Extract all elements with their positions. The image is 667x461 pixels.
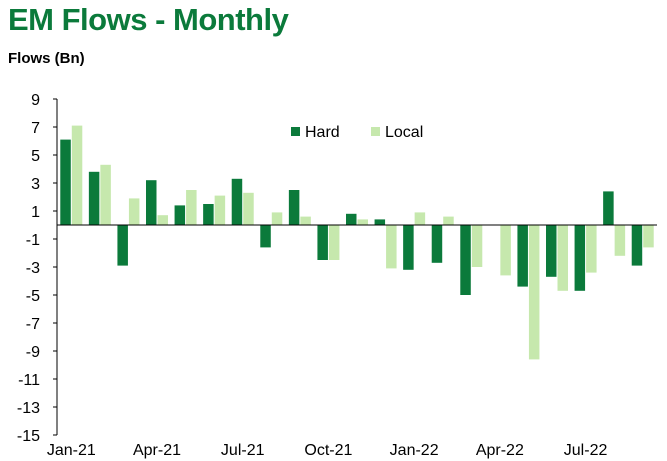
bar-hard-feb-21 xyxy=(88,171,100,225)
y-tick-label: 5 xyxy=(31,148,40,165)
bar-local-oct-21 xyxy=(328,225,340,260)
bar-hard-nov-21 xyxy=(346,213,357,225)
bar-hard-sep-21 xyxy=(288,190,300,225)
bar-hard-apr-21 xyxy=(146,180,157,225)
legend-label-hard: Hard xyxy=(305,124,340,141)
y-tick-label: 7 xyxy=(31,120,40,137)
bar-hard-aug-21 xyxy=(260,225,271,248)
x-tick-label: Jul-21 xyxy=(221,442,265,459)
bar-hard-sep-22 xyxy=(631,225,643,266)
bar-hard-aug-22 xyxy=(603,191,614,225)
bar-local-aug-22 xyxy=(614,225,626,256)
bar-local-jun-22 xyxy=(557,225,568,291)
bar-local-apr-21 xyxy=(157,215,168,225)
x-axis-ticks: Jan-21 Apr-21 Jul-21 Oct-21 Jan-22 Apr-22 Jul-… xyxy=(47,442,608,459)
bar-local-jul-22 xyxy=(586,225,597,273)
y-tick-label: -15 xyxy=(17,428,40,445)
bar-hard-may-22 xyxy=(517,225,528,287)
y-axis-label: Flows (Bn) xyxy=(8,50,85,67)
y-tick-label: 3 xyxy=(31,176,40,193)
chart-title: EM Flows - Monthly xyxy=(8,2,289,37)
bar-local-aug-21 xyxy=(271,212,283,225)
bar-hard-feb-22 xyxy=(431,225,443,263)
legend-swatch-hard xyxy=(291,127,300,136)
y-axis-ticks: 9 7 5 3 1 -1 -3 -5 -7 -9 -11 -13 -15 xyxy=(17,92,57,445)
bar-local-jan-22 xyxy=(414,212,426,225)
x-tick-label: Apr-21 xyxy=(133,442,181,459)
y-tick-label: -1 xyxy=(26,232,40,249)
bar-local-may-21 xyxy=(186,190,197,225)
bar-local-jun-21 xyxy=(214,195,226,225)
bar-local-nov-21 xyxy=(357,219,368,225)
bar-local-mar-22 xyxy=(471,225,483,267)
x-tick-label: Jan-21 xyxy=(47,442,96,459)
x-tick-label: Jul-22 xyxy=(564,442,608,459)
bar-hard-jul-22 xyxy=(574,225,586,291)
y-tick-label: -7 xyxy=(26,316,40,333)
bar-local-jan-21 xyxy=(71,125,83,225)
y-tick-label: -13 xyxy=(17,400,40,417)
bar-local-sep-21 xyxy=(300,216,311,225)
y-tick-label: -3 xyxy=(26,260,40,277)
legend-label-local: Local xyxy=(385,124,423,141)
bar-hard-mar-21 xyxy=(117,225,128,266)
y-tick-label: 9 xyxy=(31,92,40,109)
bar-hard-jun-22 xyxy=(546,225,557,277)
x-tick-label: Jan-22 xyxy=(390,442,439,459)
bar-hard-jan-22 xyxy=(403,225,414,270)
bar-local-dec-21 xyxy=(386,225,397,269)
axes xyxy=(56,99,657,435)
bar-local-apr-22 xyxy=(500,225,511,276)
bar-hard-oct-21 xyxy=(317,225,328,260)
bar-local-mar-21 xyxy=(128,198,140,225)
y-tick-label: -5 xyxy=(26,288,40,305)
legend: Hard Local xyxy=(291,124,423,141)
bar-series xyxy=(60,125,654,360)
bar-local-feb-21 xyxy=(100,164,111,225)
bar-hard-jan-21 xyxy=(60,139,71,225)
x-tick-label: Apr-22 xyxy=(476,442,524,459)
bar-local-feb-22 xyxy=(443,216,454,225)
y-tick-label: -9 xyxy=(26,344,40,361)
bar-hard-mar-22 xyxy=(460,225,471,295)
bar-hard-jul-21 xyxy=(231,178,243,225)
bar-local-may-22 xyxy=(528,225,540,360)
x-tick-label: Oct-21 xyxy=(304,442,352,459)
y-tick-label: 1 xyxy=(31,204,40,221)
y-tick-label: -11 xyxy=(18,372,40,389)
bar-hard-dec-21 xyxy=(374,219,386,225)
bar-hard-jun-21 xyxy=(203,204,214,225)
bar-local-jul-21 xyxy=(243,192,254,225)
bar-local-sep-22 xyxy=(643,225,654,248)
legend-swatch-local xyxy=(371,127,380,136)
bar-hard-may-21 xyxy=(174,205,186,225)
